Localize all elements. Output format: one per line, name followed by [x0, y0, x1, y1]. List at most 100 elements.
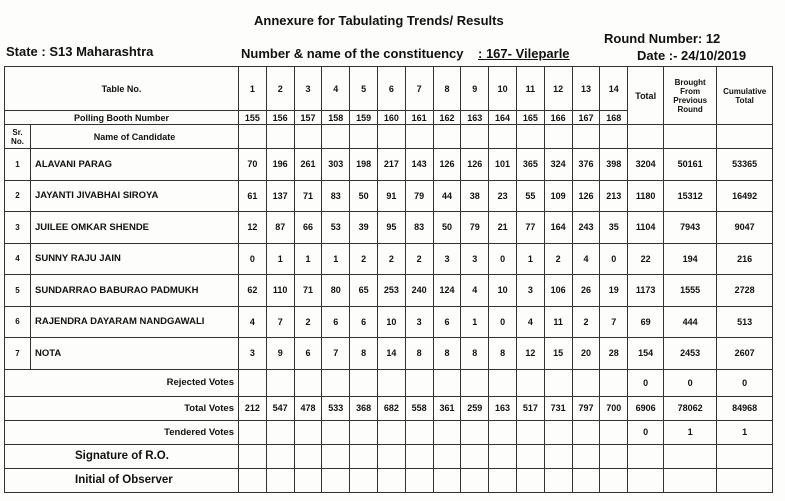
votes: 80: [321, 274, 351, 307]
booth-no: 159: [349, 110, 378, 125]
table-row: 2 JAYANTI JIVABHAI SIROYA 61 137 71 83 50 91 79 4…: [4, 179, 774, 212]
table-row: 1 ALAVANI PARAG 70 196 261 303 198 217 143 126 126…: [4, 148, 774, 181]
votes: 23: [488, 179, 517, 212]
votes: 137: [265, 179, 295, 212]
empty-cell: [663, 124, 718, 149]
empty-cell: [571, 368, 601, 397]
votes: 95: [376, 211, 406, 244]
empty-cell: [265, 368, 295, 397]
constituency-label: Number & name of the constituency: [241, 46, 464, 61]
votes: 163: [488, 395, 517, 421]
table-row: 5 SUNDARRAO BABURAO PADMUKH 62 110 71 80 65 253…: [4, 274, 774, 307]
votes: 2: [293, 305, 323, 338]
votes: 21: [488, 211, 517, 244]
cumulative: 2728: [716, 274, 774, 307]
votes: 79: [460, 211, 490, 244]
votes: 71: [293, 179, 323, 212]
total: 1104: [627, 211, 665, 244]
empty-cell: [488, 124, 517, 149]
empty-cell: [376, 368, 406, 397]
sr-no: 2: [4, 179, 31, 212]
brought: 7943: [663, 211, 718, 244]
empty-cell: [627, 467, 665, 493]
empty-cell: [432, 419, 462, 445]
votes: 14: [376, 337, 406, 370]
candidate-name: SUNDARRAO BABURAO PADMUKH: [30, 274, 239, 307]
votes: 15: [543, 337, 573, 370]
empty-cell: [663, 443, 718, 469]
votes: 50: [432, 211, 462, 244]
votes: 4: [571, 242, 601, 275]
votes: 7: [599, 305, 629, 338]
empty-cell: [460, 443, 490, 469]
empty-cell: [543, 467, 573, 493]
empty-cell: [238, 368, 267, 397]
empty-cell: [265, 443, 295, 469]
votes: 83: [404, 211, 434, 244]
table-row: Signature of R.O.: [4, 443, 774, 469]
cumulative: 9047: [716, 211, 774, 244]
empty-cell: [599, 443, 629, 469]
votes: 77: [515, 211, 545, 244]
votes: 2: [543, 242, 573, 275]
votes: 3: [460, 242, 490, 275]
votes: 1: [515, 242, 545, 275]
brought: 2453: [663, 337, 718, 370]
votes: 0: [488, 242, 517, 275]
cumulative: 216: [716, 242, 774, 275]
candidate-name: NOTA: [30, 337, 239, 370]
title: Annexure for Tabulating Trends/ Results: [254, 13, 504, 28]
votes: 124: [432, 274, 462, 307]
empty-cell: [238, 124, 267, 149]
votes: 797: [571, 395, 601, 421]
results-table: Table No. 1 2 3 4 5 6 7 8 9 10 11 12 13 14 Total Brought…: [4, 66, 774, 493]
brought: 0: [663, 368, 718, 397]
empty-cell: [460, 124, 490, 149]
votes: 19: [599, 274, 629, 307]
votes: 10: [376, 305, 406, 338]
total: 6906: [627, 395, 665, 421]
table-no: 5: [349, 66, 378, 111]
empty-cell: [460, 419, 490, 445]
votes: 71: [293, 274, 323, 307]
table-no: 14: [599, 66, 629, 111]
votes: 6: [293, 337, 323, 370]
table-row: Rejected Votes 0 0 0: [4, 368, 774, 397]
votes: 55: [515, 179, 545, 212]
votes: 3: [515, 274, 545, 307]
table-no: 8: [432, 66, 462, 111]
initial: Initial of Observer: [4, 467, 239, 493]
votes: 110: [265, 274, 295, 307]
booth-no: 156: [265, 110, 295, 125]
votes: 547: [265, 395, 295, 421]
table-no: 9: [460, 66, 490, 111]
empty-cell: [404, 419, 434, 445]
votes: 164: [543, 211, 573, 244]
votes: 3: [238, 337, 267, 370]
empty-cell: [238, 443, 267, 469]
votes: 2: [571, 305, 601, 338]
empty-cell: [404, 467, 434, 493]
votes: 700: [599, 395, 629, 421]
empty-cell: [663, 467, 718, 493]
votes: 731: [543, 395, 573, 421]
table-no: 2: [265, 66, 295, 111]
empty-cell: [349, 124, 378, 149]
booth-no: 165: [515, 110, 545, 125]
votes: 70: [238, 148, 267, 181]
table-row: 3 JUILEE OMKAR SHENDE 12 87 66 53 39 95 83 50 79 21…: [4, 211, 774, 244]
votes: 2: [349, 242, 378, 275]
votes: 62: [238, 274, 267, 307]
sr-no: 4: [4, 242, 31, 275]
empty-cell: [460, 467, 490, 493]
votes: 6: [349, 305, 378, 338]
empty-cell: [716, 443, 774, 469]
votes: 12: [515, 337, 545, 370]
tendered-label: Tendered Votes: [4, 419, 239, 445]
empty-cell: [293, 467, 323, 493]
votes: 12: [238, 211, 267, 244]
votes: 0: [238, 242, 267, 275]
votes: 253: [376, 274, 406, 307]
sr-label: Sr. No.: [4, 124, 31, 149]
empty-cell: [265, 419, 295, 445]
